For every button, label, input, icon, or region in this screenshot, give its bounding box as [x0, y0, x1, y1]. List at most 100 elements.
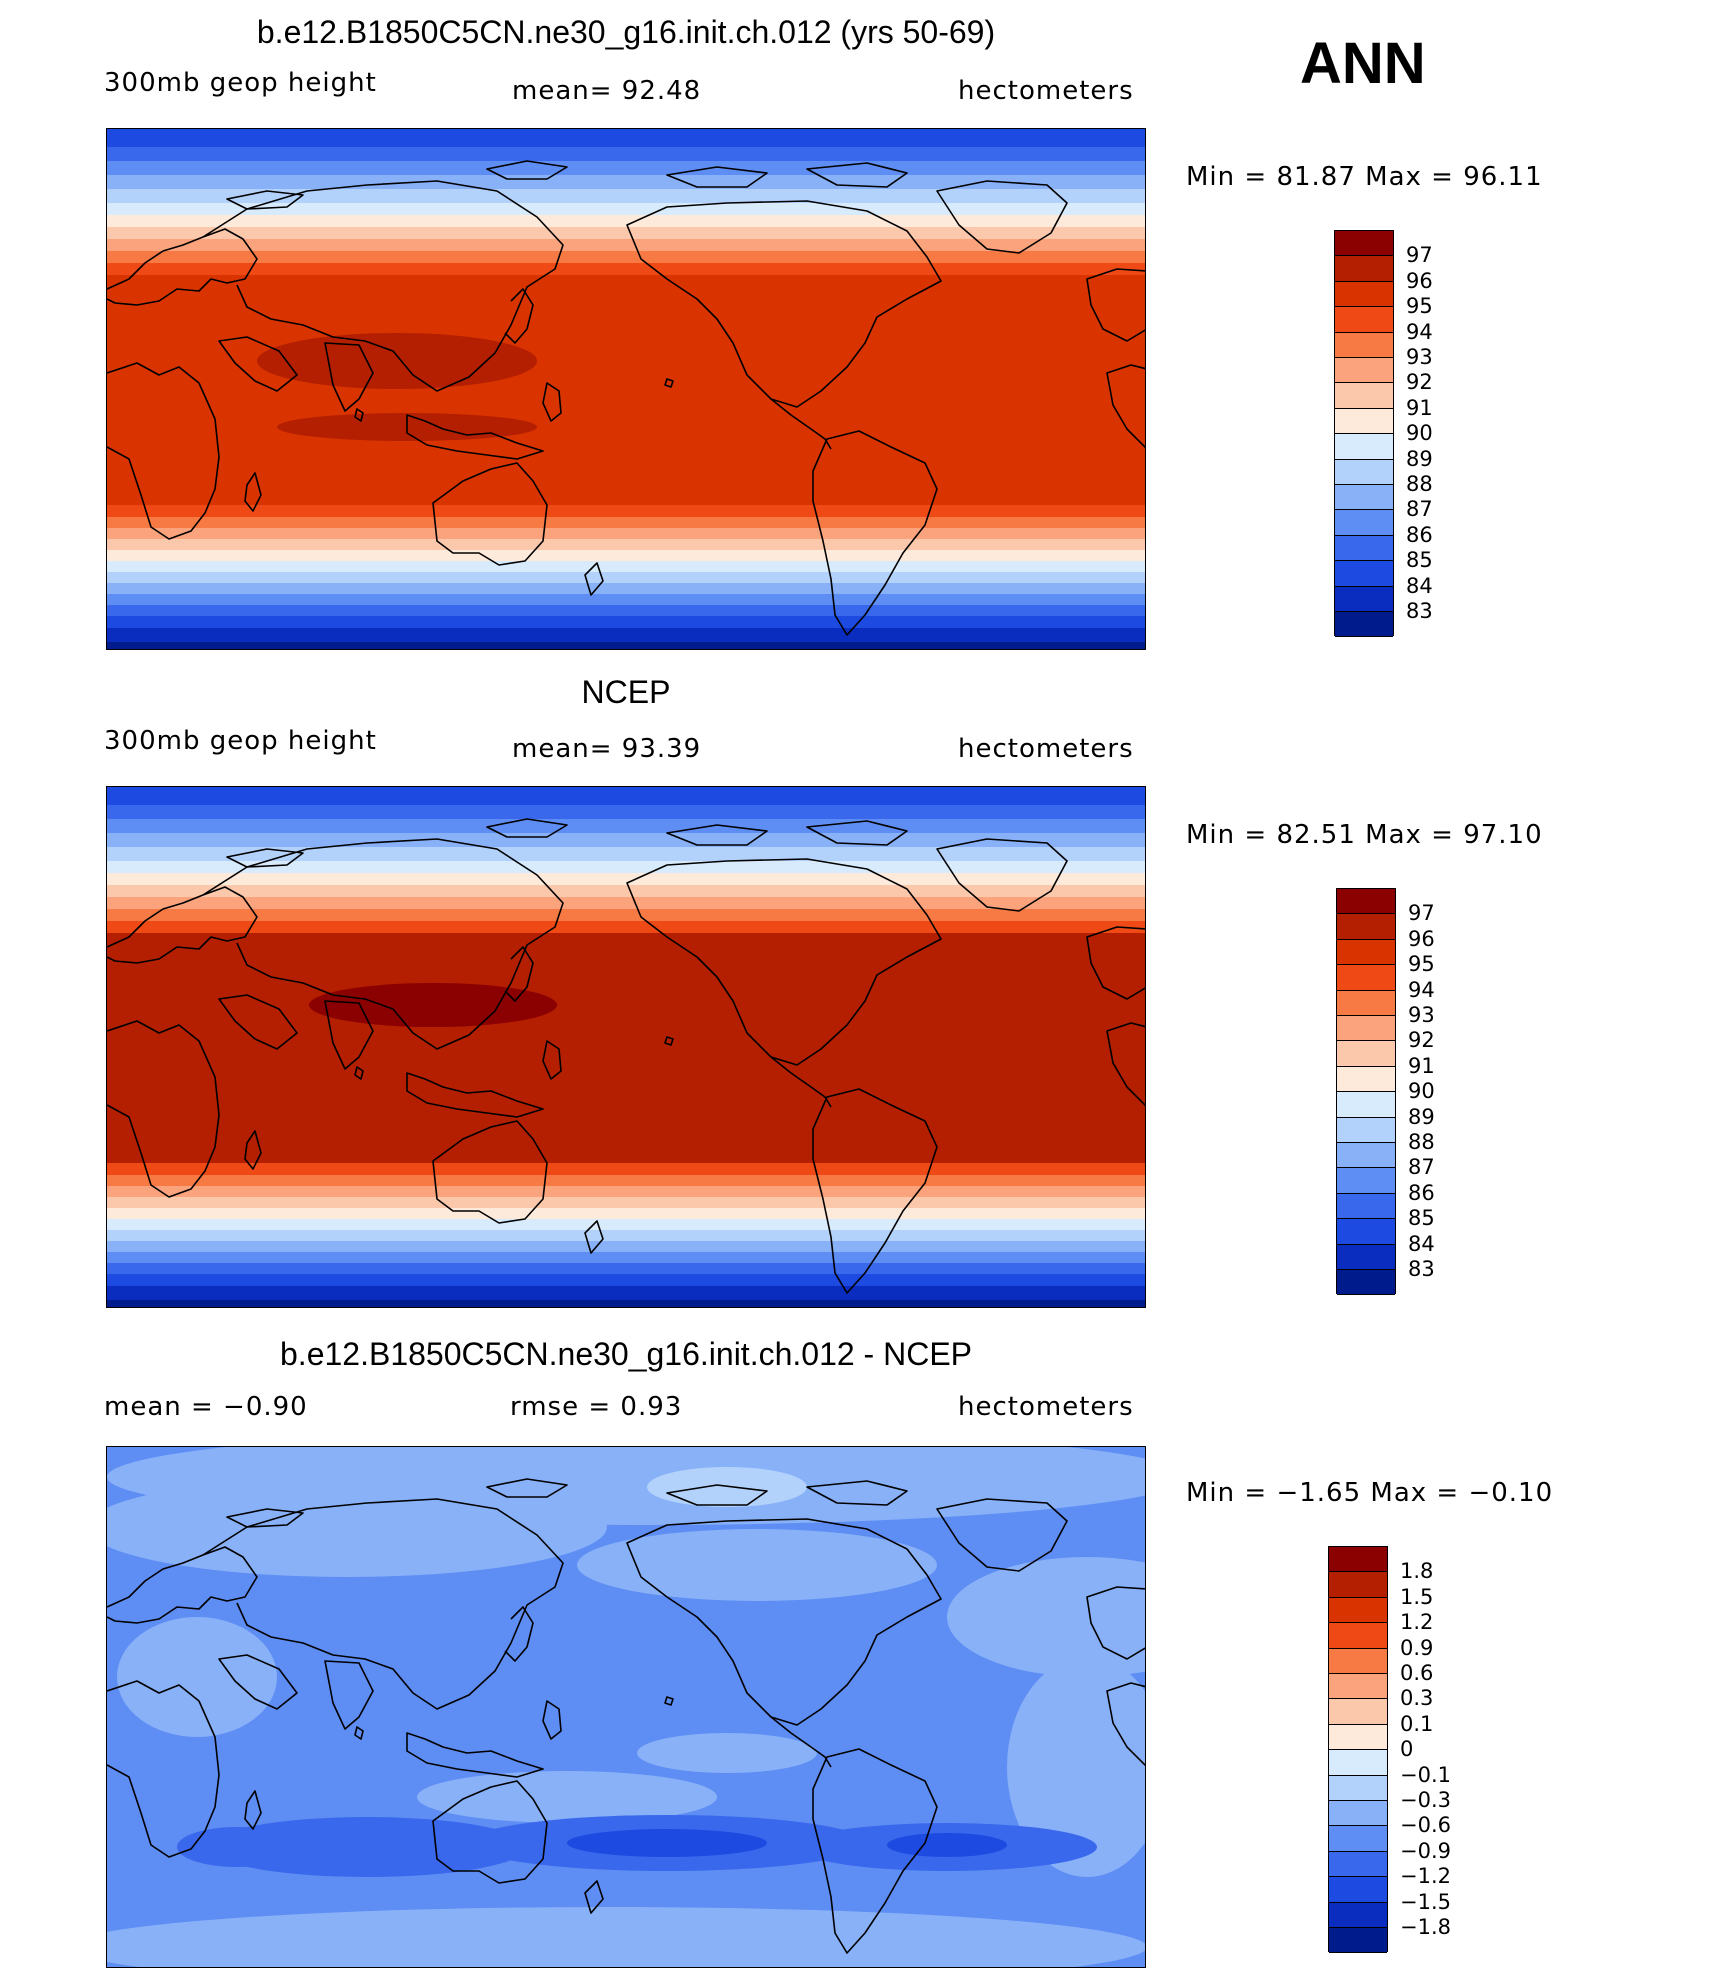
panel-1-mean-label: mean= 92.48 — [512, 76, 702, 106]
colorbar-tick-label: 83 — [1408, 1257, 1435, 1281]
colorbar-segment — [1337, 1016, 1395, 1042]
coastline — [432, 1120, 548, 1224]
coastline — [1086, 926, 1145, 1000]
coastline — [324, 1660, 374, 1730]
colorbar-tick-label: 91 — [1408, 1053, 1435, 1078]
colorbar-segment — [1335, 459, 1393, 485]
colorbar-segment — [1335, 612, 1393, 638]
colorbar-segment — [1329, 1674, 1387, 1700]
contour-band — [107, 227, 1145, 240]
coastline — [1106, 1682, 1145, 1767]
contour-band — [107, 605, 1145, 617]
coastline — [432, 1780, 548, 1884]
colorbar-tick-label: −0.6 — [1400, 1813, 1451, 1838]
coastline — [584, 1220, 604, 1254]
contour-band — [107, 1230, 1145, 1242]
contour-band — [107, 1163, 1145, 1176]
coastline — [226, 1508, 304, 1528]
coastline — [666, 1484, 768, 1506]
colorbar-tick-label: 84 — [1406, 573, 1433, 598]
coastline — [218, 994, 298, 1050]
colorbar-segment — [1337, 914, 1395, 940]
panel-1-min-max: Min = 81.87 Max = 96.11 — [1186, 162, 1543, 192]
coastline — [770, 1056, 832, 1108]
colorbar-segment — [1337, 1219, 1395, 1245]
contour-blob — [567, 1829, 767, 1857]
colorbar-segment — [1335, 307, 1393, 333]
tropical-maximum — [257, 333, 537, 389]
coastline — [936, 1498, 1068, 1572]
panel-3-mean-label: mean = −0.90 — [104, 1392, 308, 1422]
colorbar-tick-label: −0.3 — [1400, 1788, 1451, 1812]
coastline — [1106, 364, 1145, 449]
contour-band — [107, 921, 1145, 934]
colorbar-segment — [1329, 1597, 1387, 1624]
coastline — [406, 1732, 544, 1778]
contour-band — [107, 805, 1145, 820]
contour-band — [107, 885, 1145, 898]
colorbar-segment — [1337, 1092, 1395, 1118]
colorbar-tick-label: 95 — [1408, 952, 1435, 977]
contour-band — [107, 787, 1145, 806]
colorbar-tick-label: 86 — [1406, 522, 1433, 547]
contour-band — [107, 1263, 1145, 1275]
panel-3-min-max: Min = −1.65 Max = −0.10 — [1186, 1478, 1554, 1508]
panel-3-units-label: hectometers — [958, 1392, 1134, 1422]
colorbar-tick-label: 89 — [1408, 1104, 1435, 1129]
contour-band — [107, 1197, 1145, 1209]
colorbar-tick-label: 85 — [1406, 548, 1433, 573]
colorbar-tick-label: 86 — [1408, 1180, 1435, 1205]
coastline — [1106, 1022, 1145, 1107]
colorbar-segment — [1329, 1750, 1387, 1776]
coastline — [812, 1748, 938, 1954]
colorbar-segment — [1329, 1699, 1387, 1725]
panel-1-contour-field — [107, 129, 1145, 649]
contour-band — [107, 263, 1145, 276]
colorbar-tick-label: 88 — [1408, 1130, 1435, 1154]
colorbar-tick-label: 84 — [1408, 1231, 1435, 1256]
contour-blob — [107, 1477, 607, 1577]
colorbar-segment — [1335, 332, 1393, 358]
coastline — [936, 180, 1068, 254]
coastline — [202, 180, 564, 392]
colorbar-segment — [1335, 256, 1393, 282]
coastline — [226, 190, 304, 210]
panel-3-title: b.e12.B1850C5CN.ne30_g16.init.ch.012 - N… — [280, 1336, 972, 1372]
contour-band — [107, 1252, 1145, 1264]
colorbar-segment — [1329, 1547, 1387, 1573]
colorbar-segment — [1335, 434, 1393, 460]
coastline — [626, 200, 942, 408]
contour-band — [107, 572, 1145, 584]
contour-blob — [207, 1817, 527, 1877]
contour-band — [107, 847, 1145, 862]
colorbar-tick-label: 0.9 — [1400, 1635, 1434, 1660]
coastline — [626, 858, 942, 1066]
contour-band — [107, 129, 1145, 148]
contour-band — [107, 628, 1145, 643]
panel-2-units-label: hectometers — [958, 734, 1134, 764]
colorbar-segment — [1329, 1724, 1387, 1751]
coastline — [107, 1020, 220, 1198]
colorbar-tick-label: 93 — [1408, 1003, 1435, 1027]
contour-band — [107, 933, 1145, 1164]
panel-3-map — [106, 1446, 1146, 1968]
colorbar-segment — [1329, 1775, 1387, 1801]
colorbar-segment — [1337, 1117, 1395, 1143]
colorbar-box — [1328, 1546, 1388, 1954]
coastline — [542, 1700, 562, 1740]
colorbar-tick-label: 87 — [1406, 497, 1433, 522]
contour-band — [107, 505, 1145, 518]
colorbar-segment — [1335, 383, 1393, 409]
colorbar-segment — [1329, 1877, 1387, 1903]
contour-band — [107, 1175, 1145, 1187]
colorbar-segment — [1337, 889, 1395, 915]
colorbar-tick-label: −0.1 — [1400, 1762, 1451, 1787]
colorbar-tick-label: 1.2 — [1400, 1610, 1434, 1635]
colorbar-segment — [1335, 561, 1393, 587]
contour-band — [107, 275, 1145, 506]
colorbar-segment — [1337, 965, 1395, 991]
colorbar-tick-label: −1.8 — [1400, 1915, 1451, 1939]
coastline — [354, 1726, 364, 1740]
coastline — [107, 1680, 220, 1858]
colorbar-segment — [1335, 485, 1393, 511]
